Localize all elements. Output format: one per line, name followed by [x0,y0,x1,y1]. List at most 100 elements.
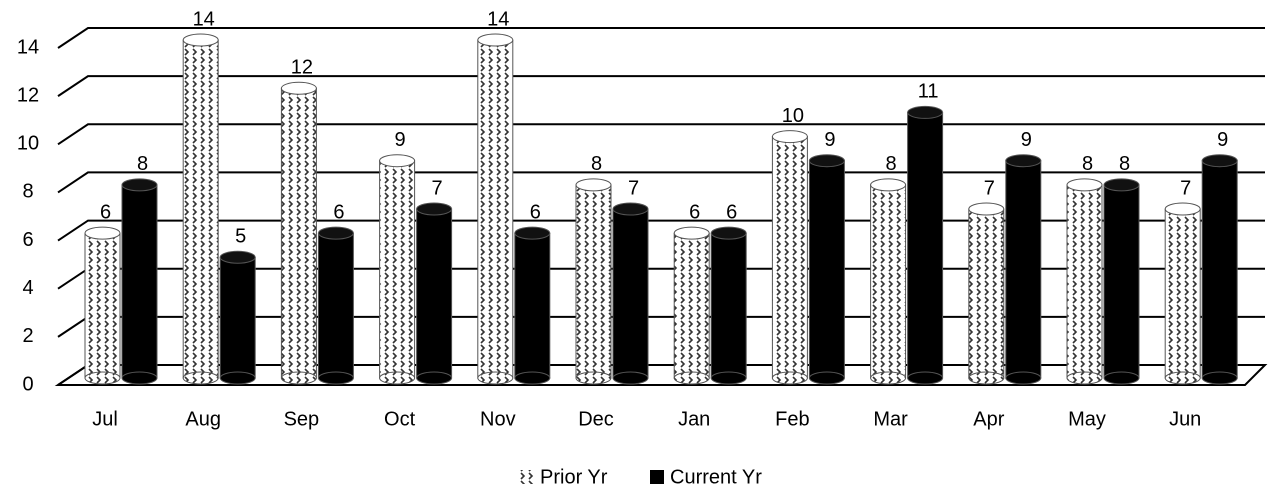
bar-top [416,202,453,216]
cylinder [808,154,845,385]
bar-top [477,33,514,47]
legend-swatch [650,470,664,484]
bar-base [514,371,551,385]
bar [1164,208,1201,379]
data-label: 6 [689,201,700,223]
cylinder [771,130,808,385]
cylinder [121,178,158,385]
data-label: 6 [726,201,737,223]
cylinder [84,226,121,385]
bar-base [907,371,944,385]
bar-base [612,371,649,385]
bar-top [771,130,808,144]
grid-line [57,171,1265,194]
cylinder [870,178,907,385]
bar-top [907,105,944,119]
data-label: 9 [1217,129,1228,151]
bar-top [280,81,317,95]
bar [514,232,551,379]
data-label: 7 [432,177,443,199]
bar-top [612,202,649,216]
x-tick-label: Mar [873,408,908,430]
bar-base [1005,371,1042,385]
y-tick-label: 8 [22,181,33,203]
bar-top [808,154,845,168]
bar-top [1164,202,1201,216]
bar-top [1201,154,1238,168]
x-tick-label: May [1068,408,1106,430]
bar [612,208,649,379]
cylinder [1005,154,1042,385]
data-label: 9 [1021,129,1032,151]
legend-label: Prior Yr [540,466,608,488]
data-label: 8 [886,153,897,175]
x-tick-label: Oct [384,408,416,430]
data-label: 7 [1180,177,1191,199]
bar-top [710,226,747,240]
bar-base [219,371,256,385]
x-tick-label: Feb [775,408,809,430]
x-tick-label: Jun [1169,408,1201,430]
x-tick-label: Apr [973,408,1004,430]
data-label: 7 [628,177,639,199]
bar-base [870,371,907,385]
bar-top [182,33,219,47]
y-tick-label: 0 [22,373,33,395]
data-label: 6 [530,201,541,223]
bar [182,39,219,379]
legend-swatch [520,470,534,484]
y-tick-label: 6 [22,229,33,251]
data-label: 6 [333,201,344,223]
bar-top [514,226,551,240]
legend-label: Current Yr [670,466,762,488]
bar [808,160,845,379]
cylinder [673,226,710,385]
data-label: 8 [137,153,148,175]
bar [870,184,907,379]
cylinder [379,154,416,385]
bar [280,87,317,379]
bar-base [808,371,845,385]
cylinder [182,33,219,385]
data-label: 9 [824,129,835,151]
data-label: 8 [591,153,602,175]
bar [416,208,453,379]
grid-line [57,123,1265,146]
grid-line [57,27,1265,49]
bar [907,111,944,379]
bar [1005,160,1042,379]
cylinder [219,250,256,385]
cylinder [416,202,453,385]
cylinder [575,178,612,385]
bar [84,232,121,379]
bar-base [673,371,710,385]
bar-base [1164,371,1201,385]
x-tick-label: Sep [284,408,320,430]
bar [1066,184,1103,379]
data-label: 9 [395,129,406,151]
grid-line [57,75,1265,97]
y-tick-label: 10 [17,133,39,155]
bar-base [182,371,219,385]
bar-base [575,371,612,385]
y-tick-label: 12 [17,84,39,106]
bar-top [219,250,256,264]
bar-base [771,371,808,385]
bar-top [673,226,710,240]
bar-base [121,371,158,385]
bar-base [1103,371,1140,385]
bar-base [710,371,747,385]
x-tick-label: Jul [92,408,118,430]
data-label: 14 [193,8,215,30]
bar-base [379,371,416,385]
bar [1201,160,1238,379]
cylinder [514,226,551,385]
cylinder [280,81,317,385]
bar [771,136,808,379]
y-tick-label: 4 [22,277,33,299]
x-tick-label: Jan [678,408,710,430]
data-label: 8 [1082,153,1093,175]
bar-top [84,226,121,240]
cylinder [907,105,944,385]
cylinder [710,226,747,385]
